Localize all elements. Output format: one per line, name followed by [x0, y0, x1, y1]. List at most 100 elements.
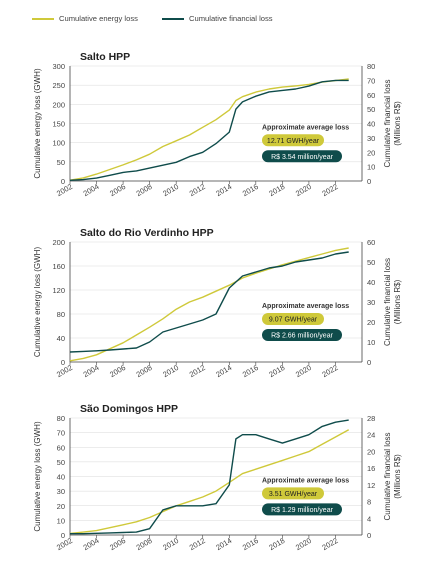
series-line-financial [69, 251, 349, 353]
x-tick-label: 2006 [108, 182, 127, 198]
x-tick-label: 2002 [55, 536, 74, 552]
chart-title: São Domingos HPP [80, 403, 178, 415]
y2-axis-label: Cumulative financial loss(Millions R$) [383, 79, 402, 167]
annotation-energy-text: 9.07 GWH/year [269, 317, 318, 324]
y-tick-label: 50 [57, 158, 65, 167]
y-tick-label: 40 [57, 473, 65, 482]
x-tick-label: 2010 [161, 363, 180, 379]
y2-tick-label: 8 [367, 498, 371, 507]
y2-tick-label: 24 [367, 431, 375, 440]
y2-tick-label: 50 [367, 258, 375, 267]
y2-tick-label: 12 [367, 481, 375, 490]
y-tick-label: 50 [57, 458, 65, 467]
y2-axis-label-line1: Cumulative financial loss [383, 79, 392, 167]
y2-tick-label: 60 [367, 91, 375, 100]
series-line-energy [69, 78, 349, 181]
y-tick-label: 80 [57, 414, 65, 423]
y2-tick-label: 50 [367, 105, 375, 114]
y2-tick-label: 10 [367, 338, 375, 347]
annotation-financial-pill [262, 329, 342, 341]
x-tick-label: 2006 [108, 536, 127, 552]
chart-title: Salto do Rio Verdinho HPP [80, 227, 214, 239]
annotation-energy-pill [262, 134, 324, 147]
y2-tick-label: 0 [367, 177, 371, 186]
x-tick-label: 2018 [267, 363, 286, 379]
chart-panel-3: São Domingos HPP 0 10 20 30 40 50 60 70 80 0 4 8 12 16… [33, 403, 402, 552]
y-tick-label: 30 [57, 487, 65, 496]
y2-tick-label: 28 [367, 414, 375, 423]
x-tick-label: 2020 [294, 363, 313, 379]
x-tick-label: 2012 [188, 536, 207, 552]
legend-swatch-financial [162, 17, 184, 20]
legend-label-financial: Cumulative financial loss [189, 14, 273, 23]
y2-tick-label: 4 [367, 514, 371, 523]
y2-tick-label: 20 [367, 447, 375, 456]
series-line-financial [69, 79, 349, 181]
x-tick-label: 2012 [188, 363, 207, 379]
series-line-energy [69, 247, 349, 362]
y2-tick-label: 16 [367, 464, 375, 473]
y2-tick-label: 70 [367, 76, 375, 85]
x-tick-label: 2002 [55, 182, 74, 198]
legend-item-financial: Cumulative financial loss [162, 14, 273, 23]
y-tick-label: 80 [57, 310, 65, 319]
annotation-title: Approximate average loss [262, 303, 349, 310]
y2-axis-label-line2: (Millions R$) [393, 101, 402, 146]
y2-tick-label: 10 [367, 163, 375, 172]
y-tick-label: 100 [52, 139, 65, 148]
annotation-energy-pill [262, 313, 324, 325]
annotation-financial-text: R$ 3.54 million/year [271, 154, 334, 161]
y2-tick-label: 40 [367, 278, 375, 287]
series-line-financial [70, 419, 349, 535]
x-tick-label: 2010 [161, 182, 180, 198]
annotation-title: Approximate average loss [262, 124, 349, 131]
y-tick-label: 200 [52, 100, 65, 109]
y2-axis-label-line1: Cumulative financial loss [383, 432, 392, 520]
chart-panel-1: Salto HPP 0 50 100 150 200 250 300 0 10 20 30 40 50 60… [33, 51, 402, 198]
y2-tick-label: 20 [367, 148, 375, 157]
y-tick-label: 0 [61, 358, 65, 367]
y-tick-label: 60 [57, 443, 65, 452]
x-tick-label: 2004 [82, 363, 101, 379]
chart-panel-2: Salto do Rio Verdinho HPP 0 40 80 120 160 200 0… [33, 227, 402, 379]
x-tick-label: 2022 [321, 363, 340, 379]
y2-tick-label: 60 [367, 238, 375, 247]
y-axis-label: Cumulative energy loss (GWH) [33, 247, 42, 358]
x-tick-label: 2022 [321, 182, 340, 198]
y-tick-label: 250 [52, 81, 65, 90]
y-tick-label: 40 [57, 334, 65, 343]
legend: Cumulative energy loss Cumulative financ… [0, 0, 440, 34]
y-axis-label: Cumulative energy loss (GWH) [33, 68, 42, 179]
x-tick-label: 2022 [321, 536, 340, 552]
y2-tick-label: 30 [367, 134, 375, 143]
y2-tick-label: 30 [367, 298, 375, 307]
y-tick-label: 150 [52, 120, 65, 129]
y-tick-label: 20 [57, 502, 65, 511]
y2-tick-label: 80 [367, 62, 375, 71]
y-axis-label: Cumulative energy loss (GWH) [33, 421, 42, 532]
y2-axis-label: Cumulative financial loss(Millions R$) [383, 258, 402, 346]
series-line-energy [69, 429, 350, 535]
x-tick-label: 2002 [55, 363, 74, 379]
x-tick-label: 2014 [214, 182, 233, 198]
legend-label-energy: Cumulative energy loss [59, 14, 138, 23]
y-tick-label: 300 [52, 62, 65, 71]
y-tick-label: 120 [52, 286, 65, 295]
y-tick-label: 200 [52, 238, 65, 247]
y2-tick-label: 0 [367, 358, 371, 367]
annotation-energy-pill [262, 487, 324, 500]
legend-item-energy: Cumulative energy loss [32, 14, 138, 23]
x-tick-label: 2014 [214, 363, 233, 379]
y-tick-label: 0 [61, 177, 65, 186]
x-tick-label: 2016 [241, 363, 260, 379]
x-tick-label: 2008 [135, 536, 154, 552]
x-tick-label: 2008 [135, 182, 154, 198]
y-tick-label: 160 [52, 262, 65, 271]
x-tick-label: 2020 [294, 536, 313, 552]
annotation-title: Approximate average loss [262, 477, 349, 484]
x-tick-label: 2016 [241, 536, 260, 552]
annotation-financial-pill [262, 503, 342, 516]
x-tick-label: 2012 [188, 182, 207, 198]
x-tick-label: 2020 [294, 182, 313, 198]
